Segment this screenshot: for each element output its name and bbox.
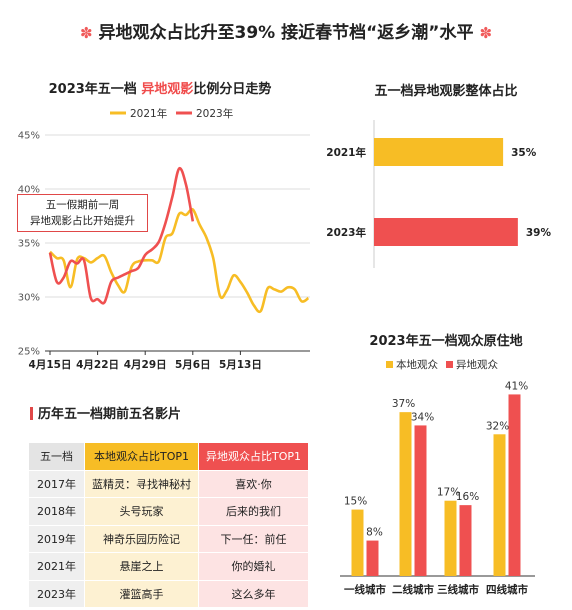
table-cell-remote: 后来的我们 <box>198 497 309 526</box>
top-films-table: 五一档 本地观众占比TOP1 异地观众占比TOP1 2017年 蓝精灵：寻找神秘… <box>28 442 309 608</box>
page-title: ✽ 异地观众占比升至39% 接近春节档“返乡潮”水平 ✽ <box>0 18 572 43</box>
vbar-bar <box>414 425 427 576</box>
vbar-bar <box>444 500 457 576</box>
line-chart-title: 2023年五一档 异地观影比例分日走势 <box>30 78 290 97</box>
table-title-accent <box>30 407 33 420</box>
line-chart-title-prefix: 2023年五一档 <box>48 82 142 97</box>
vbar-legend-swatch <box>386 361 393 368</box>
hbar-category-label: 2021年 <box>326 146 366 159</box>
table-cell-local: 蓝精灵：寻找神秘村 <box>84 469 199 498</box>
flower-icon: ✽ <box>79 24 93 42</box>
table-cell-remote: 喜欢·你 <box>198 469 309 498</box>
vbar-bar <box>459 505 472 576</box>
line-chart-y-tick: 25% <box>18 347 40 358</box>
annotation-line2: 异地观影占比开始提升 <box>30 215 135 227</box>
vbar-bar <box>399 412 412 576</box>
line-chart-title-suffix: 比例分日走势 <box>193 82 272 97</box>
table-title: 历年五一档期前五名影片 <box>30 403 181 422</box>
vbar-category-label: 二线城市 <box>392 583 434 596</box>
line-chart-y-tick: 35% <box>18 239 40 250</box>
line-chart-x-tick: 5月6日 <box>175 359 211 371</box>
vbar-value-label: 41% <box>505 380 528 392</box>
vbar-value-label: 32% <box>486 420 509 432</box>
hbar-chart-title: 五一档异地观影整体占比 <box>374 84 518 99</box>
hbar-bar <box>374 138 504 166</box>
line-chart-title-highlight: 异地观影 <box>141 82 194 97</box>
table-cell-remote: 你的婚礼 <box>198 552 309 581</box>
vbar-category-label: 四线城市 <box>486 583 528 596</box>
line-chart-x-tick: 4月29日 <box>124 359 167 371</box>
table-cell-remote: 这么多年 <box>198 579 309 608</box>
table-cell-remote: 下一任：前任 <box>198 524 309 553</box>
line-chart-y-tick: 30% <box>18 293 40 304</box>
table-header-cell: 本地观众占比TOP1 <box>84 442 199 471</box>
table-header-row: 五一档 本地观众占比TOP1 异地观众占比TOP1 <box>28 442 309 471</box>
vbar-value-label: 17% <box>437 487 460 499</box>
vbar-bar <box>508 394 521 576</box>
vbar-category-label: 三线城市 <box>437 583 479 596</box>
table-cell-local: 悬崖之上 <box>84 552 199 581</box>
hbar-bar <box>374 218 518 246</box>
table-cell-local: 头号玩家 <box>84 497 199 526</box>
table-header-cell: 异地观众占比TOP1 <box>198 442 309 471</box>
table-cell-local: 灌篮高手 <box>84 579 199 608</box>
line-chart-x-tick: 4月22日 <box>76 359 119 371</box>
line-chart-y-tick: 40% <box>18 185 40 196</box>
table-row: 2023年 灌篮高手 这么多年 <box>28 579 309 608</box>
table-title-text: 历年五一档期前五名影片 <box>38 407 182 422</box>
table-row: 2021年 悬崖之上 你的婚礼 <box>28 552 309 581</box>
table-row: 2019年 神奇乐园历险记 下一任：前任 <box>28 524 309 553</box>
vbar-value-label: 16% <box>456 491 479 503</box>
table-header-cell: 五一档 <box>28 442 85 471</box>
table-cell-year: 2021年 <box>28 552 85 581</box>
vbar-value-label: 37% <box>392 398 415 410</box>
table-row: 2018年 头号玩家 后来的我们 <box>28 497 309 526</box>
table-cell-year: 2017年 <box>28 469 85 498</box>
table-cell-year: 2023年 <box>28 579 85 608</box>
page-title-text: 异地观众占比升至39% 接近春节档“返乡潮”水平 <box>98 23 474 43</box>
line-chart-x-tick: 4月15日 <box>29 359 72 371</box>
hbar-value-label: 39% <box>526 227 552 239</box>
table-cell-year: 2018年 <box>28 497 85 526</box>
vbar-value-label: 15% <box>344 496 367 508</box>
hbar-category-label: 2023年 <box>326 226 366 239</box>
line-chart-legend-label: 2023年 <box>196 107 233 120</box>
line-annotation: 五一假期前一周 异地观影占比开始提升 <box>17 194 148 232</box>
annotation-line1: 五一假期前一周 <box>45 199 120 211</box>
vbar-bar <box>366 540 379 576</box>
table-row: 2017年 蓝精灵：寻找神秘村 喜欢·你 <box>28 469 309 498</box>
hbar-value-label: 35% <box>511 147 537 159</box>
line-chart-legend-label: 2021年 <box>130 107 167 120</box>
vbar-legend-label: 本地观众 <box>396 358 438 371</box>
line-series-2023 <box>48 166 195 305</box>
vbar-bar <box>493 434 506 576</box>
vbar-chart-title: 2023年五一档观众原住地 <box>369 334 523 349</box>
vbar-bar <box>351 509 364 576</box>
vbar-legend-label: 异地观众 <box>456 358 498 371</box>
table-cell-year: 2019年 <box>28 524 85 553</box>
vbar-category-label: 一线城市 <box>344 583 386 596</box>
line-chart-y-tick: 45% <box>18 131 40 142</box>
vbar-legend-swatch <box>446 361 453 368</box>
vbar-value-label: 34% <box>411 411 434 423</box>
line-series-2021 <box>49 207 310 314</box>
vbar-value-label: 8% <box>366 527 383 539</box>
line-chart-x-tick: 5月13日 <box>219 359 262 371</box>
table-cell-local: 神奇乐园历险记 <box>84 524 199 553</box>
flower-icon: ✽ <box>479 24 493 42</box>
